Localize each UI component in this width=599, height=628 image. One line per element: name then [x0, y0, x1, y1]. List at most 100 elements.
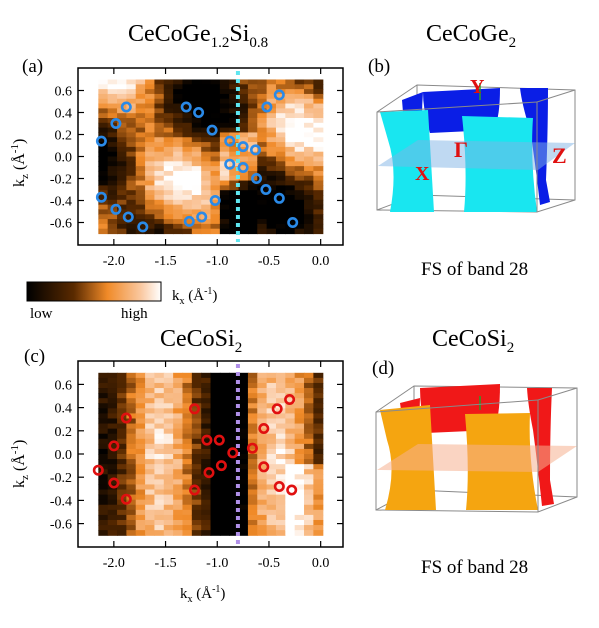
heatmap-cell — [201, 103, 212, 109]
heatmap-cell — [285, 79, 296, 85]
x-axis-label-a: kx (Å-1) — [172, 286, 217, 307]
heatmap-cell — [285, 137, 296, 143]
heatmap-cell — [294, 151, 305, 158]
heatmap-cell — [98, 479, 109, 486]
heatmap-cell — [201, 403, 212, 409]
heatmap-cell — [201, 525, 212, 531]
heatmap-cell — [238, 519, 249, 526]
heatmap-cell — [126, 438, 137, 445]
heatmap-cell — [275, 448, 286, 455]
markers-c — [92, 393, 298, 505]
data-marker — [237, 162, 249, 174]
heatmap-cell — [145, 127, 156, 134]
heatmap-cell — [126, 98, 137, 105]
heatmap-cell — [135, 84, 146, 90]
heatmap-cell — [238, 474, 249, 480]
heatmap-cell — [219, 103, 230, 109]
heatmap-cell — [304, 484, 314, 491]
heatmap-cell — [201, 428, 212, 435]
heatmap-cell — [219, 79, 230, 85]
heatmap-cell — [266, 195, 277, 201]
heatmap-cell — [201, 519, 212, 526]
heatmap-cell — [266, 388, 277, 394]
heatmap-cell — [257, 377, 268, 384]
heatmap-cell — [182, 132, 193, 138]
heatmap-cell — [163, 382, 174, 389]
heatmap-cell — [275, 464, 286, 470]
heatmap-cell — [135, 195, 146, 201]
heatmap-cell — [126, 479, 137, 486]
x-tick-label: -1.5 — [154, 254, 176, 269]
heatmap-cell — [173, 166, 184, 172]
heatmap-cell — [247, 89, 258, 95]
heatmap-cell — [201, 185, 212, 191]
heatmap-cell — [313, 469, 324, 475]
heatmap-cell — [257, 525, 268, 531]
heatmap-cell — [126, 423, 137, 430]
heatmap-cell — [285, 423, 296, 430]
heatmap-cell — [229, 98, 240, 105]
heatmap-cell — [145, 448, 156, 455]
data-marker — [137, 221, 149, 233]
heatmap-cell — [210, 219, 221, 225]
heatmap-cell — [266, 382, 277, 389]
heatmap-cell — [294, 219, 305, 225]
heatmap-cell — [229, 433, 240, 440]
heatmap-cell — [275, 204, 286, 211]
heatmap-cell — [98, 443, 109, 450]
heatmap-cell — [266, 132, 277, 138]
heatmap-cell — [294, 443, 305, 450]
heatmap-cell — [201, 108, 212, 114]
heatmap-cell — [257, 393, 268, 399]
heatmap-cell — [117, 93, 127, 100]
heatmap-cell — [182, 175, 193, 182]
heatmap-cell — [117, 161, 127, 167]
heatmap-cell — [98, 209, 109, 215]
heatmap-cell — [304, 504, 314, 511]
heatmap-cell — [117, 185, 127, 191]
heatmap-cell — [219, 93, 230, 100]
heatmap-cell — [191, 443, 202, 450]
heatmap-cell — [247, 195, 258, 201]
heatmap-cell — [247, 494, 258, 501]
heatmap-cell — [313, 223, 324, 230]
heatmap-cell — [266, 190, 277, 196]
heatmap-cell — [107, 161, 118, 167]
heatmap-cell — [201, 388, 212, 394]
heatmap-cell — [135, 413, 146, 420]
heatmap-cell — [257, 209, 268, 215]
heatmap-cell — [238, 175, 249, 182]
heatmap-cell — [210, 132, 221, 138]
heatmap-cell — [247, 484, 258, 491]
heatmap-cell — [247, 377, 258, 384]
heatmap-cell — [117, 393, 127, 399]
heatmap-cell — [219, 223, 230, 230]
heatmap-cell — [201, 398, 212, 404]
heatmap-cell — [304, 204, 314, 211]
heatmap-cell — [275, 127, 286, 134]
heatmap-cell — [266, 525, 277, 531]
heatmap-cell — [107, 509, 118, 516]
heatmap-cell — [173, 413, 184, 420]
heatmap-cell — [266, 428, 277, 435]
heatmap-cell — [145, 113, 156, 119]
heatmap-cell — [154, 190, 165, 196]
heatmap-cell — [107, 393, 118, 399]
heatmap-cell — [304, 509, 314, 516]
panel-a-title-mid: Si — [229, 21, 249, 47]
heatmap-cell — [247, 504, 258, 511]
heatmap-cell — [257, 219, 268, 225]
heatmap-cell — [285, 479, 296, 486]
heatmap-cell — [266, 214, 277, 220]
panel-d-label: (d) — [372, 358, 394, 379]
heatmap-cell — [275, 489, 286, 496]
heatmap-cell — [257, 438, 268, 445]
heatmap-cell — [257, 166, 268, 172]
panel-b-caption: FS of band 28 — [421, 259, 528, 280]
heatmap-cell — [294, 161, 305, 167]
heatmap-cell — [238, 223, 249, 230]
heatmap-cell — [107, 170, 118, 177]
heatmap-cell — [98, 146, 109, 153]
heatmap-cell — [98, 84, 109, 90]
heatmap-cell — [257, 146, 268, 153]
